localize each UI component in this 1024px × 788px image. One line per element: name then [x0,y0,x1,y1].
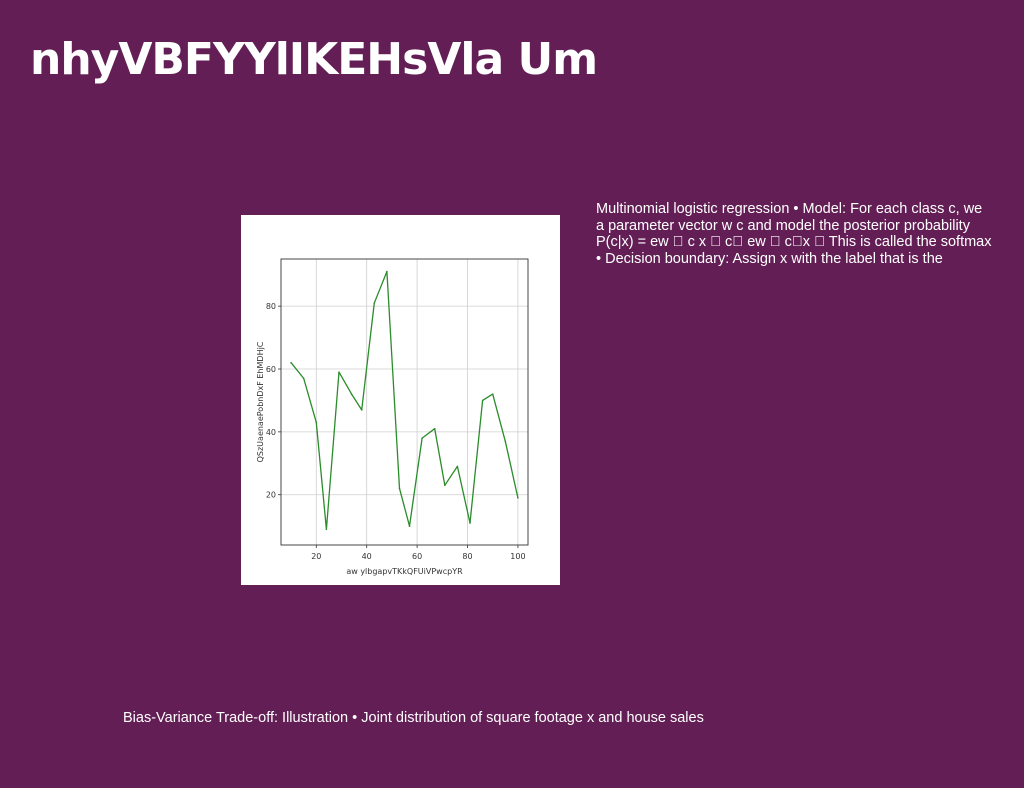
x-tick-label: 60 [412,552,422,561]
data-point [360,409,363,411]
plot-frame [280,258,529,546]
data-point [491,393,494,395]
body-text-line: Multinomial logistic regression • Model:… [596,201,983,217]
y-tick-label: 40 [266,428,276,437]
y-tick-label: 20 [266,491,276,500]
y-axis-label: QSzUaenaePobnDxF EhMDHjC [256,341,265,462]
data-point [398,487,401,490]
x-axis-label: aw ylbgapvTKkQFUiVPwcpYR [346,567,463,576]
y-tick-label: 80 [266,302,276,311]
y-tick-label: 60 [266,365,276,374]
data-point [325,528,328,531]
body-text-line: P(c|x) = ew ⃞ c x ⃞ c⃞ ew ⃞ c⃞x ⃞ This i… [596,234,992,250]
data-point [350,393,353,395]
x-tick-label: 100 [510,552,525,561]
x-tick-label: 20 [311,552,321,561]
data-point [315,421,318,424]
data-point [504,440,507,443]
body-text: Multinomial logistic regression • Model:… [596,201,1024,281]
chart-card: 20 40 60 80 100 20 40 60 80 aw ylbgapvTKkQFUiVPwc… [241,215,560,585]
data-point [469,522,471,524]
body-text-line: a parameter vector w c and model the pos… [596,217,970,234]
data-point [302,377,305,380]
data-point [517,497,519,499]
data-point [373,302,376,304]
data-point [290,361,292,364]
line-chart: 20 40 60 80 100 20 40 60 80 aw ylbgapvTKkQFUiVPwc… [256,258,529,576]
data-point [456,465,459,468]
data-point [433,427,436,430]
footer-text: Bias-Variance Trade-off: Illustration • … [123,710,704,726]
data-point [408,525,411,527]
x-tick-label: 80 [462,552,472,561]
x-tick-label: 40 [362,552,372,561]
data-point [481,399,484,402]
body-text-line: • Decision boundary: Assign x with the l… [596,250,943,267]
slide-title: nhyVBFYYlIKEHsVla Um [30,34,598,85]
series-line [290,270,519,530]
data-point [338,371,340,373]
data-point [386,270,388,273]
data-point [421,437,423,439]
data-point [444,484,446,487]
